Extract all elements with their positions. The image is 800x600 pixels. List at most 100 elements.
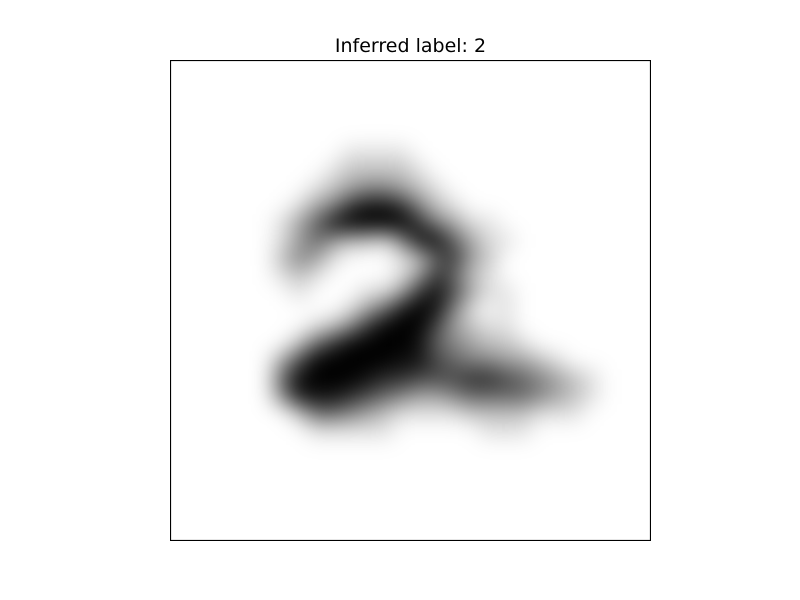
heatmap-cell: [462, 352, 480, 370]
heatmap-cell: [342, 232, 360, 250]
heatmap-cell: [411, 335, 429, 353]
heatmap-cell: [548, 404, 566, 422]
heatmap-cell: [411, 266, 429, 284]
heatmap-cell: [496, 352, 514, 370]
heatmap-cell: [479, 215, 497, 233]
heatmap-cell: [325, 404, 343, 422]
heatmap-cell: [376, 232, 394, 250]
heatmap-cell: [393, 352, 411, 370]
heatmap-cell: [359, 352, 377, 370]
heatmap-cell: [428, 352, 446, 370]
heatmap-cell: [445, 318, 463, 336]
heatmap-cell: [462, 335, 480, 353]
heatmap-cell: [342, 386, 360, 404]
heatmap-cell: [411, 249, 429, 267]
heatmap-cell: [342, 163, 360, 181]
heatmap-cell: [411, 283, 429, 301]
heatmap-cell: [411, 369, 429, 387]
heatmap-cell: [462, 249, 480, 267]
heatmap-cell: [376, 352, 394, 370]
heatmap-cell: [376, 146, 394, 164]
heatmap-cell: [342, 180, 360, 198]
heatmap-cell: [290, 369, 308, 387]
heatmap-cell: [376, 163, 394, 181]
heatmap-cell: [514, 404, 532, 422]
heatmap-cell: [307, 232, 325, 250]
heatmap-cell: [359, 232, 377, 250]
heatmap-cell: [393, 146, 411, 164]
heatmap-cell: [445, 301, 463, 319]
heatmap-cell: [273, 369, 291, 387]
heatmap-cell: [342, 421, 360, 439]
heatmap-cell: [411, 163, 429, 181]
heatmap-cell: [428, 180, 446, 198]
heatmap-cell: [479, 352, 497, 370]
heatmap-cell: [376, 369, 394, 387]
heatmap-cell: [325, 386, 343, 404]
heatmap-cell: [393, 301, 411, 319]
chart-title: Inferred label: 2: [170, 34, 651, 58]
heatmap-cell: [411, 386, 429, 404]
heatmap-cell: [376, 335, 394, 353]
heatmap-cell: [514, 369, 532, 387]
heatmap-cell: [307, 335, 325, 353]
heatmap-cell: [290, 215, 308, 233]
heatmap-cell: [445, 232, 463, 250]
heatmap-cell: [307, 369, 325, 387]
heatmap-cell: [307, 215, 325, 233]
heatmap-cell: [462, 266, 480, 284]
heatmap-cell: [445, 215, 463, 233]
heatmap-cell: [290, 232, 308, 250]
heatmap-cell: [479, 335, 497, 353]
heatmap-cell: [359, 404, 377, 422]
heatmap-cell: [342, 301, 360, 319]
heatmap-cell: [565, 369, 583, 387]
heatmap-cell: [393, 318, 411, 336]
heatmap-cell: [496, 386, 514, 404]
heatmap-cell: [359, 197, 377, 215]
heatmap-cell: [342, 404, 360, 422]
heatmap-cell: [479, 249, 497, 267]
heatmap-cell: [342, 369, 360, 387]
plot-area: [170, 60, 651, 541]
heatmap-cell: [582, 369, 600, 387]
heatmap-cell: [428, 369, 446, 387]
heatmap-cell: [445, 404, 463, 422]
heatmap-cell: [445, 249, 463, 267]
heatmap-cell: [359, 180, 377, 198]
heatmap-cell: [479, 421, 497, 439]
heatmap-cell: [445, 197, 463, 215]
heatmap-cell: [376, 318, 394, 336]
heatmap-cell: [514, 421, 532, 439]
heatmap-cell: [376, 180, 394, 198]
heatmap-cell: [428, 232, 446, 250]
heatmap-cell: [479, 318, 497, 336]
heatmap-cell: [479, 386, 497, 404]
heatmap-cell: [290, 266, 308, 284]
heatmap-cell: [514, 352, 532, 370]
heatmap-cell: [359, 421, 377, 439]
heatmap-cell: [445, 335, 463, 353]
heatmap-cell: [428, 386, 446, 404]
heatmap-cell: [428, 249, 446, 267]
heatmap-cell: [307, 197, 325, 215]
heatmap-cell: [411, 180, 429, 198]
heatmap-cell: [514, 335, 532, 353]
heatmap-cell: [273, 266, 291, 284]
heatmap-cell: [307, 318, 325, 336]
heatmap-cell: [496, 421, 514, 439]
heatmap-cell: [359, 335, 377, 353]
heatmap-cell: [376, 215, 394, 233]
heatmap-cell: [445, 266, 463, 284]
heatmap-cell: [428, 301, 446, 319]
heatmap-cell: [393, 386, 411, 404]
heatmap-cell: [496, 404, 514, 422]
heatmap-cell: [428, 404, 446, 422]
heatmap-cell: [496, 318, 514, 336]
heatmap-cell: [445, 369, 463, 387]
heatmap-cell: [462, 369, 480, 387]
heatmap-cell: [325, 369, 343, 387]
heatmap-cell: [479, 266, 497, 284]
heatmap-cell: [531, 352, 549, 370]
